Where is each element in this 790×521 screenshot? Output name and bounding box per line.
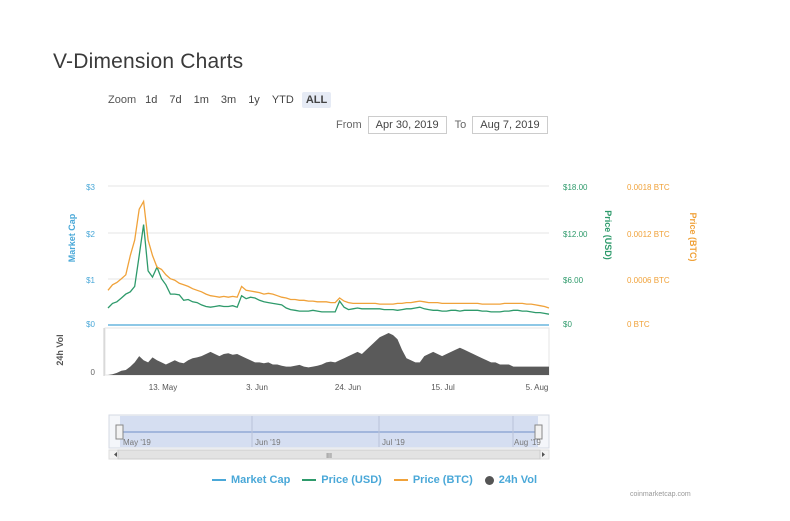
zoom-1y-button[interactable]: 1y [248, 94, 260, 106]
price-usd-tick: $0 [563, 320, 572, 329]
price-btc-tick: 0.0012 BTC [627, 230, 670, 239]
price-usd-tick: $6.00 [563, 276, 584, 285]
zoom-7d-button[interactable]: 7d [169, 94, 182, 106]
page-title: V-Dimension Charts [53, 50, 244, 73]
navigator-right-handle[interactable] [534, 424, 543, 440]
price-usd-swatch [302, 479, 317, 481]
market-cap-tick: $2 [86, 230, 95, 239]
price-btc-swatch [393, 479, 408, 481]
price-usd-axis-title: Price (USD) [603, 210, 613, 260]
navigator-label: Jun '19 [255, 438, 281, 447]
market-cap-swatch [212, 479, 226, 481]
navigator-label: Jul '19 [382, 438, 405, 447]
legend-label: Price (USD) [321, 474, 382, 486]
date-range: From Apr 30, 2019 To Aug 7, 2019 [336, 116, 556, 134]
price-usd-tick: $12.00 [563, 230, 588, 239]
from-date-input[interactable]: Apr 30, 2019 [367, 116, 447, 134]
zoom-1m-button[interactable]: 1m [193, 94, 209, 106]
volume-tick: 0 [91, 368, 96, 377]
market-cap-tick: $3 [86, 183, 95, 192]
legend-volume[interactable]: 24h Vol [484, 474, 538, 486]
volume-dot-icon [484, 475, 494, 485]
x-tick-label: 3. Jun [246, 383, 268, 392]
zoom-ytd-button[interactable]: YTD [271, 94, 294, 106]
price-usd-series [107, 224, 550, 315]
scrollbar-thumb[interactable] [117, 449, 541, 460]
credit-link[interactable]: coinmarketcap.com [630, 491, 691, 498]
legend-price-usd[interactable]: Price (USD) [302, 474, 382, 486]
market-cap-axis-title: Market Cap [67, 213, 77, 262]
price-btc-series [107, 199, 550, 309]
legend-label: Price (BTC) [412, 474, 473, 486]
navigator[interactable]: May '19 Jun '19 Jul '19 Aug '19 [108, 414, 550, 449]
price-btc-tick: 0 BTC [627, 320, 650, 329]
scroll-left-arrow-icon[interactable] [114, 452, 117, 457]
scrollbar[interactable]: III [108, 449, 550, 460]
x-tick-label: 13. May [149, 383, 177, 392]
price-btc-axis-title: Price (BTC) [688, 212, 698, 261]
market-cap-tick: $0 [86, 320, 95, 329]
legend-market-cap[interactable]: Market Cap [212, 474, 290, 486]
zoom-all-button[interactable]: ALL [301, 92, 332, 108]
x-tick-label: 15. Jul [431, 383, 455, 392]
x-tick-label: 24. Jun [335, 383, 361, 392]
navigator-label: May '19 [123, 438, 151, 447]
legend-price-btc[interactable]: Price (BTC) [393, 474, 473, 486]
navigator-left-handle[interactable] [115, 424, 124, 440]
legend-label: Market Cap [231, 474, 291, 486]
scrollbar-grip: III [326, 453, 332, 460]
chart-legend: Market Cap Price (USD) Price (BTC) 24h V… [212, 474, 549, 486]
price-btc-tick: 0.0018 BTC [627, 183, 670, 192]
scroll-right-arrow-icon[interactable] [542, 452, 545, 457]
market-cap-tick: $1 [86, 276, 95, 285]
volume-axis-title: 24h Vol [55, 334, 65, 365]
zoom-3m-button[interactable]: 3m [220, 94, 237, 106]
legend-label: 24h Vol [498, 474, 538, 486]
to-date-input[interactable]: Aug 7, 2019 [472, 116, 548, 134]
navigator-label: Aug '19 [514, 438, 541, 447]
from-label: From [336, 119, 362, 131]
zoom-label: Zoom [108, 94, 137, 106]
zoom-controls: Zoom 1d 7d 1m 3m 1y YTD ALL [108, 92, 335, 108]
price-usd-tick: $18.00 [563, 183, 588, 192]
volume-series [108, 333, 549, 375]
x-tick-label: 5. Aug [526, 383, 549, 392]
price-btc-tick: 0.0006 BTC [627, 276, 670, 285]
to-label: To [454, 119, 467, 131]
zoom-1d-button[interactable]: 1d [145, 94, 158, 106]
